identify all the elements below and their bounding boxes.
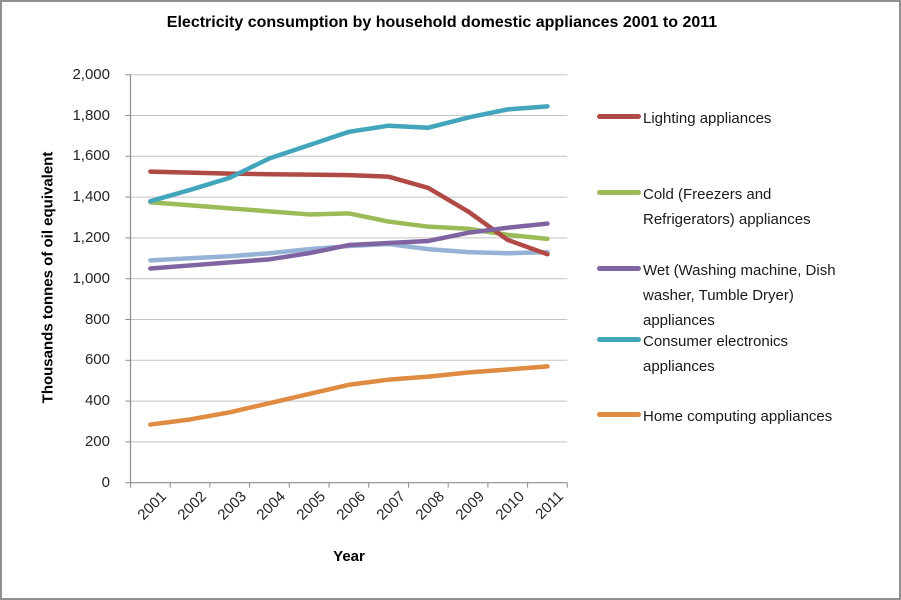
legend-label: Wet (Washing machine, Dish washer, Tumbl… bbox=[643, 262, 836, 329]
chart-title: Electricity consumption by household dom… bbox=[166, 14, 718, 31]
x-axis-title: Year bbox=[333, 548, 365, 565]
legend-line-swatch bbox=[597, 190, 641, 195]
legend-label: Lighting appliances bbox=[643, 110, 772, 127]
y-tick-label: 2,000 bbox=[72, 65, 110, 83]
y-axis-title: Thousands tonnes of oil equivalent bbox=[39, 151, 57, 404]
legend-item: Home computing appliances bbox=[597, 404, 863, 429]
legend-item: Consumer electronics appliances bbox=[597, 329, 863, 379]
legend-label: Cold (Freezers and Refrigerators) applia… bbox=[643, 186, 811, 228]
series-line-0 bbox=[148, 169, 550, 257]
y-tick-label: 1,000 bbox=[72, 269, 110, 287]
legend-label: Home computing appliances bbox=[643, 408, 833, 425]
legend-item: Cold (Freezers and Refrigerators) applia… bbox=[597, 182, 863, 232]
legend-line-swatch bbox=[597, 114, 641, 119]
y-tick-label: 1,200 bbox=[72, 228, 110, 246]
series-line-1 bbox=[148, 199, 550, 242]
y-tick-label: 1,400 bbox=[72, 188, 110, 206]
legend-line-swatch bbox=[597, 266, 641, 271]
y-tick-label: 800 bbox=[84, 310, 110, 328]
y-tick-label: 400 bbox=[84, 392, 110, 410]
legend-label: Consumer electronics appliances bbox=[643, 333, 789, 375]
legend-line-swatch bbox=[597, 337, 641, 342]
y-tick-label: 1,800 bbox=[72, 106, 110, 124]
y-tick-label: 600 bbox=[84, 351, 110, 369]
y-tick-label: 0 bbox=[101, 473, 110, 491]
legend-line-swatch bbox=[597, 412, 641, 417]
series-line-4 bbox=[148, 364, 550, 427]
legend-item: Wet (Washing machine, Dish washer, Tumbl… bbox=[597, 258, 863, 333]
y-tick-label: 200 bbox=[84, 432, 110, 450]
legend-item: Lighting appliances bbox=[597, 106, 863, 131]
y-tick-label: 1,600 bbox=[72, 147, 110, 165]
series-line-2 bbox=[148, 221, 550, 271]
series-line-3 bbox=[148, 104, 550, 204]
